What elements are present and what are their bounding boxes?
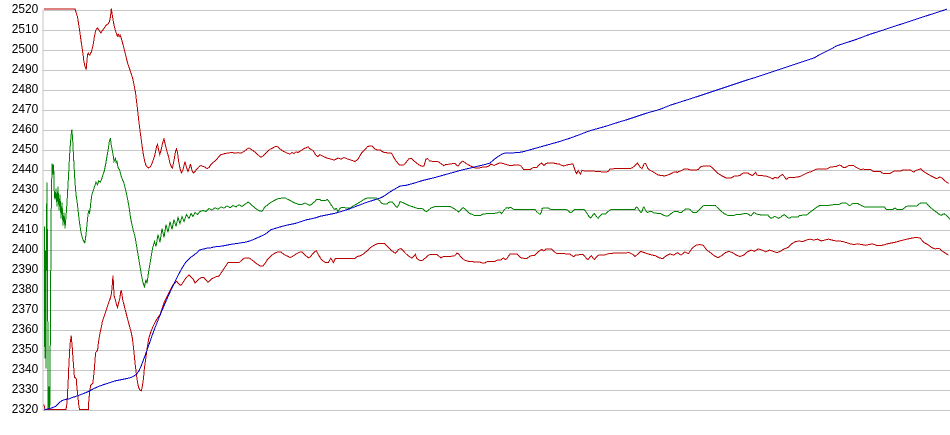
svg-text:2340: 2340 [12,361,39,376]
svg-text:2520: 2520 [12,1,39,16]
svg-text:2480: 2480 [12,81,39,96]
svg-text:2360: 2360 [12,321,39,336]
svg-text:2380: 2380 [12,281,39,296]
svg-text:2320: 2320 [12,401,39,416]
svg-text:2430: 2430 [12,181,39,196]
svg-text:2440: 2440 [12,161,39,176]
svg-text:2370: 2370 [12,301,39,316]
svg-text:2500: 2500 [12,41,39,56]
svg-text:2420: 2420 [12,201,39,216]
svg-text:2470: 2470 [12,101,39,116]
svg-text:2510: 2510 [12,21,39,36]
svg-text:2390: 2390 [12,261,39,276]
svg-text:2460: 2460 [12,121,39,136]
svg-text:2490: 2490 [12,61,39,76]
svg-text:2350: 2350 [12,341,39,356]
svg-text:2400: 2400 [12,241,39,256]
svg-text:2330: 2330 [12,381,39,396]
svg-text:2450: 2450 [12,141,39,156]
svg-text:2410: 2410 [12,221,39,236]
